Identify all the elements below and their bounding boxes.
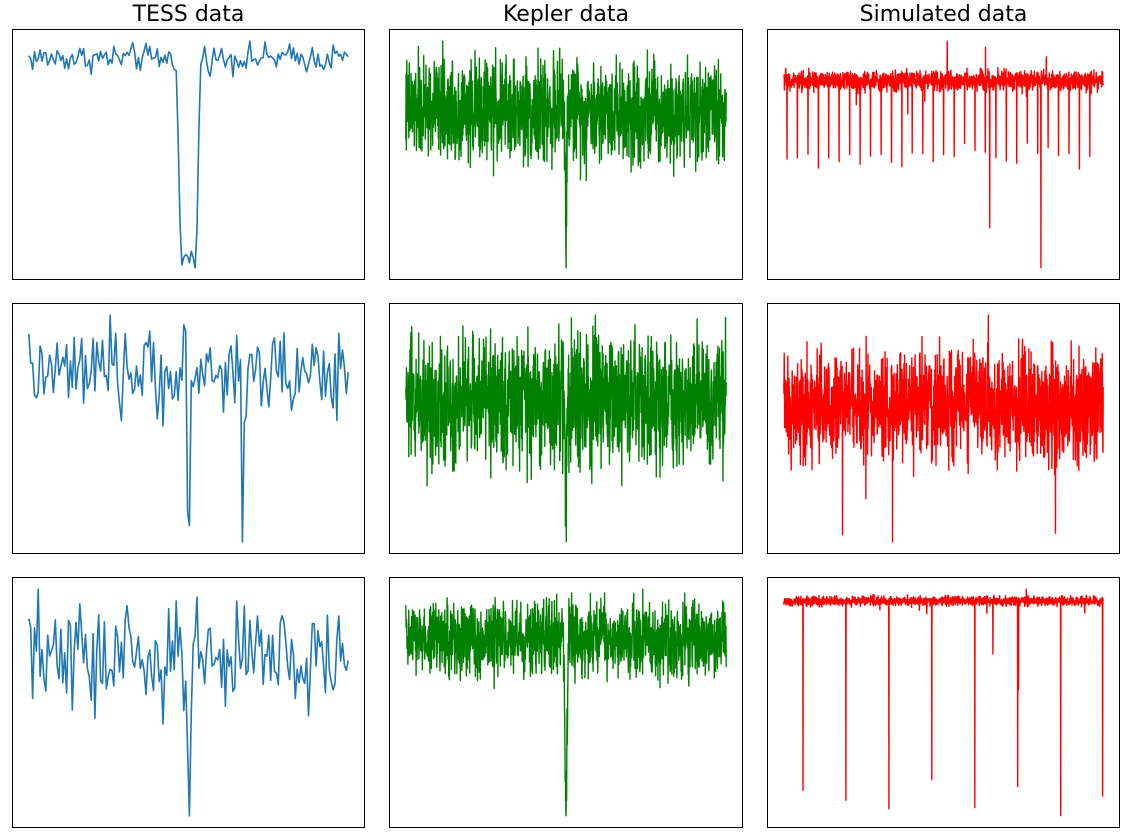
chart-kepler-row-3 — [389, 577, 743, 828]
plot-area — [28, 40, 349, 269]
chart-tess-row-3 — [12, 577, 365, 828]
plot-area — [783, 314, 1104, 543]
plot-area — [28, 588, 349, 817]
series-line-sim-row-3 — [783, 588, 1104, 817]
chart-tess-row-1 — [12, 29, 365, 280]
column-title-tess: TESS data — [132, 2, 245, 27]
series-line-sim-row-2 — [783, 314, 1104, 543]
series-line-kepler-row-1 — [405, 40, 727, 269]
series-line-tess-row-1 — [28, 40, 349, 269]
chart-simulated-row-1 — [767, 29, 1120, 280]
plot-area — [405, 588, 727, 817]
plot-area — [783, 40, 1104, 269]
series-line-tess-row-3 — [28, 588, 349, 817]
plot-area — [405, 314, 727, 543]
series-line-tess-row-2 — [28, 314, 349, 543]
series-line-kepler-row-2 — [405, 314, 727, 543]
column-title-simulated: Simulated data — [859, 2, 1028, 27]
chart-tess-row-2 — [12, 303, 365, 554]
plot-area — [28, 314, 349, 543]
plot-area — [405, 40, 727, 269]
chart-kepler-row-1 — [389, 29, 743, 280]
plot-area — [783, 588, 1104, 817]
chart-simulated-row-3 — [767, 577, 1120, 828]
series-line-kepler-row-3 — [405, 588, 727, 817]
series-line-sim-row-1 — [783, 40, 1104, 269]
chart-kepler-row-2 — [389, 303, 743, 554]
chart-simulated-row-2 — [767, 303, 1120, 554]
column-title-kepler: Kepler data — [502, 2, 630, 27]
